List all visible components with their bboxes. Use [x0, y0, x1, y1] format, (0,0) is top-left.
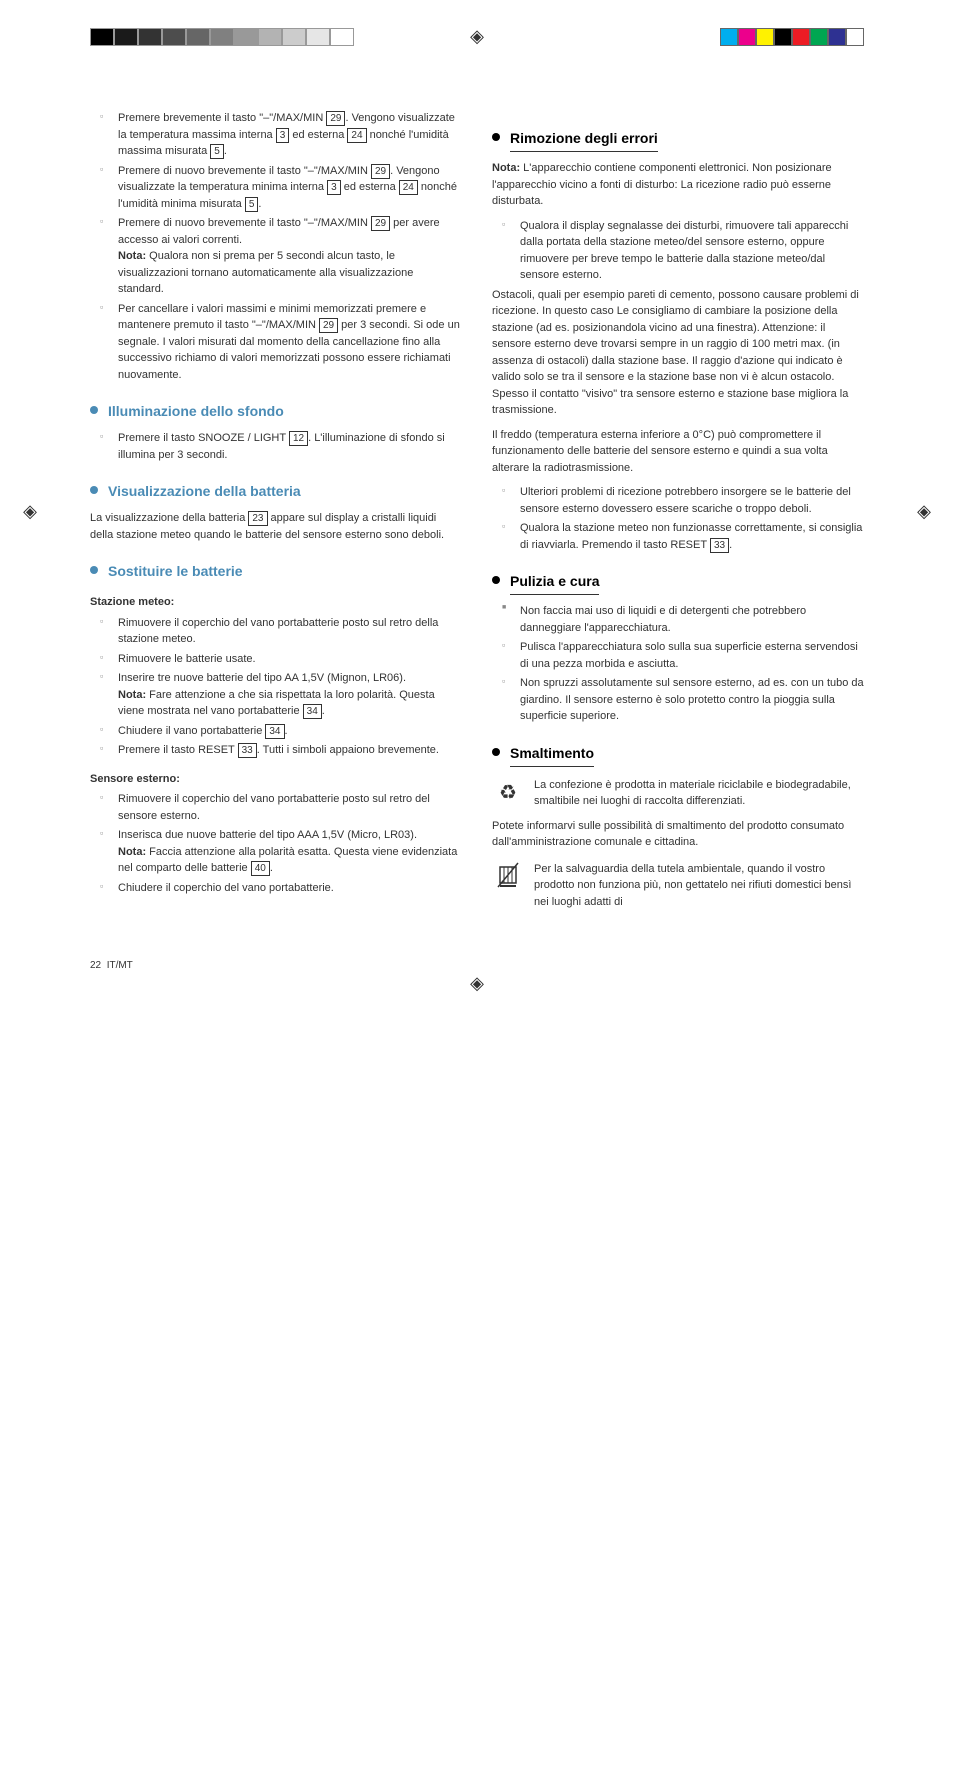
- list-item: Qualora la stazione meteo non funzionass…: [492, 520, 864, 553]
- heading-text: Pulizia e cura: [510, 571, 599, 595]
- right-column: Rimozione degli errori Nota: L'apparecch…: [492, 110, 864, 918]
- list-item: Non faccia mai uso di liquidi e di deter…: [492, 603, 864, 636]
- registration-mark-bottom: ◈: [467, 973, 487, 993]
- ref-23: 23: [248, 511, 267, 526]
- list-item: Premere di nuovo brevemente il tasto "–"…: [90, 215, 462, 298]
- ref-24: 24: [399, 180, 418, 195]
- icon-paragraph-row: ♻ La confezione è prodotta in materiale …: [492, 777, 864, 810]
- ref-29: 29: [371, 216, 390, 231]
- note-label: Nota:: [118, 250, 146, 262]
- heading-text: Smaltimento: [510, 743, 594, 767]
- content-columns: Premere brevemente il tasto "–"/MAX/MIN …: [90, 110, 864, 918]
- list-item: Rimuovere il coperchio del vano portabat…: [90, 615, 462, 648]
- text: Premere di nuovo brevemente il tasto "–"…: [118, 165, 371, 177]
- paragraph: Potete informarvi sulle possibilità di s…: [492, 818, 864, 851]
- subhead-external-sensor: Sensore esterno:: [90, 771, 462, 788]
- icon-paragraph-row: Per la salvaguardia della tutela ambient…: [492, 861, 864, 911]
- text: Inserire tre nuove batterie del tipo AA …: [118, 672, 406, 684]
- list-item: Rimuovere le batterie usate.: [90, 651, 462, 668]
- text: . Tutti i simboli appaiono brevemente.: [257, 744, 439, 756]
- heading-cleaning: Pulizia e cura: [492, 571, 864, 595]
- ref-24: 24: [347, 128, 366, 143]
- text: Fare attenzione a che sia rispettata la …: [118, 689, 435, 718]
- text: La confezione è prodotta in materiale ri…: [534, 777, 864, 810]
- paragraph: Ostacoli, quali per esempio pareti di ce…: [492, 287, 864, 419]
- list-item: Premere di nuovo brevemente il tasto "–"…: [90, 163, 462, 213]
- heading-battery-view: Visualizzazione della batteria: [90, 481, 462, 502]
- weee-bin-icon: [492, 861, 524, 893]
- ref-34: 34: [265, 724, 284, 739]
- paragraph: Nota: L'apparecchio contiene componenti …: [492, 160, 864, 210]
- list-item: Rimuovere il coperchio del vano portabat…: [90, 791, 462, 824]
- heading-text: Rimozione degli errori: [510, 128, 658, 152]
- subhead-weather-station: Stazione meteo:: [90, 594, 462, 611]
- text: Qualora non si prema per 5 secondi alcun…: [118, 250, 413, 295]
- text: ed esterna: [289, 129, 347, 141]
- ref-33: 33: [238, 743, 257, 758]
- recycle-icon: ♻: [492, 777, 524, 809]
- note-label: Nota:: [118, 689, 146, 701]
- text: Premere il tasto RESET: [118, 744, 238, 756]
- ref-29: 29: [371, 164, 390, 179]
- heading-error-removal: Rimozione degli errori: [492, 128, 864, 152]
- list-item: Inserire tre nuove batterie del tipo AA …: [90, 670, 462, 720]
- paragraph: La visualizzazione della batteria 23 app…: [90, 510, 462, 543]
- language-code: IT/MT: [107, 960, 133, 971]
- list-item: Pulisca l'apparecchiatura solo sulla sua…: [492, 639, 864, 672]
- note-label: Nota:: [492, 162, 520, 174]
- text: Premere di nuovo brevemente il tasto "–"…: [118, 217, 371, 229]
- ref-12: 12: [289, 431, 308, 446]
- list-item: Qualora il display segnalasse dei distur…: [492, 218, 864, 284]
- text: Per la salvaguardia della tutela ambient…: [534, 861, 864, 911]
- ref-3: 3: [327, 180, 341, 195]
- ref-33: 33: [710, 538, 729, 553]
- paragraph: Il freddo (temperatura esterna inferiore…: [492, 427, 864, 477]
- text: L'apparecchio contiene componenti elettr…: [492, 162, 832, 207]
- text: Qualora la stazione meteo non funzionass…: [520, 522, 862, 551]
- note-label: Nota:: [118, 846, 146, 858]
- list-item: Inserisca due nuove batterie del tipo AA…: [90, 827, 462, 877]
- registration-mark-left: ◈: [20, 502, 40, 522]
- text: Chiudere il vano portabatterie: [118, 725, 265, 737]
- list-item: Chiudere il coperchio del vano portabatt…: [90, 880, 462, 897]
- text: La visualizzazione della batteria: [90, 512, 248, 524]
- text: Faccia attenzione alla polarità esatta. …: [118, 846, 457, 875]
- ref-40: 40: [251, 861, 270, 876]
- ref-3: 3: [276, 128, 290, 143]
- heading-replace-batteries: Sostituire le batterie: [90, 561, 462, 582]
- grayscale-calibration-bars: [90, 28, 354, 46]
- ref-29: 29: [319, 318, 338, 333]
- color-calibration-bars: [720, 28, 864, 46]
- left-column: Premere brevemente il tasto "–"/MAX/MIN …: [90, 110, 462, 918]
- heading-disposal: Smaltimento: [492, 743, 864, 767]
- registration-mark-top: ◈: [467, 26, 487, 46]
- list-item: Chiudere il vano portabatterie 34.: [90, 723, 462, 740]
- list-item: Ulteriori problemi di ricezione potrebbe…: [492, 484, 864, 517]
- list-item: Premere il tasto SNOOZE / LIGHT 12. L'il…: [90, 430, 462, 463]
- list-item: Per cancellare i valori massimi e minimi…: [90, 301, 462, 384]
- list-item: Premere brevemente il tasto "–"/MAX/MIN …: [90, 110, 462, 160]
- ref-5: 5: [210, 144, 224, 159]
- ref-29: 29: [326, 111, 345, 126]
- list-item: Premere il tasto RESET 33. Tutti i simbo…: [90, 742, 462, 759]
- registration-mark-right: ◈: [914, 502, 934, 522]
- heading-illumination: Illuminazione dello sfondo: [90, 401, 462, 422]
- list-item: Non spruzzi assolutamente sul sensore es…: [492, 675, 864, 725]
- ref-5: 5: [245, 197, 259, 212]
- ref-34: 34: [303, 704, 322, 719]
- text: Inserisca due nuove batterie del tipo AA…: [118, 829, 417, 841]
- page-number: 22: [90, 960, 101, 971]
- text: Premere il tasto SNOOZE / LIGHT: [118, 432, 289, 444]
- text: Premere brevemente il tasto "–"/MAX/MIN: [118, 112, 326, 124]
- text: ed esterna: [341, 181, 399, 193]
